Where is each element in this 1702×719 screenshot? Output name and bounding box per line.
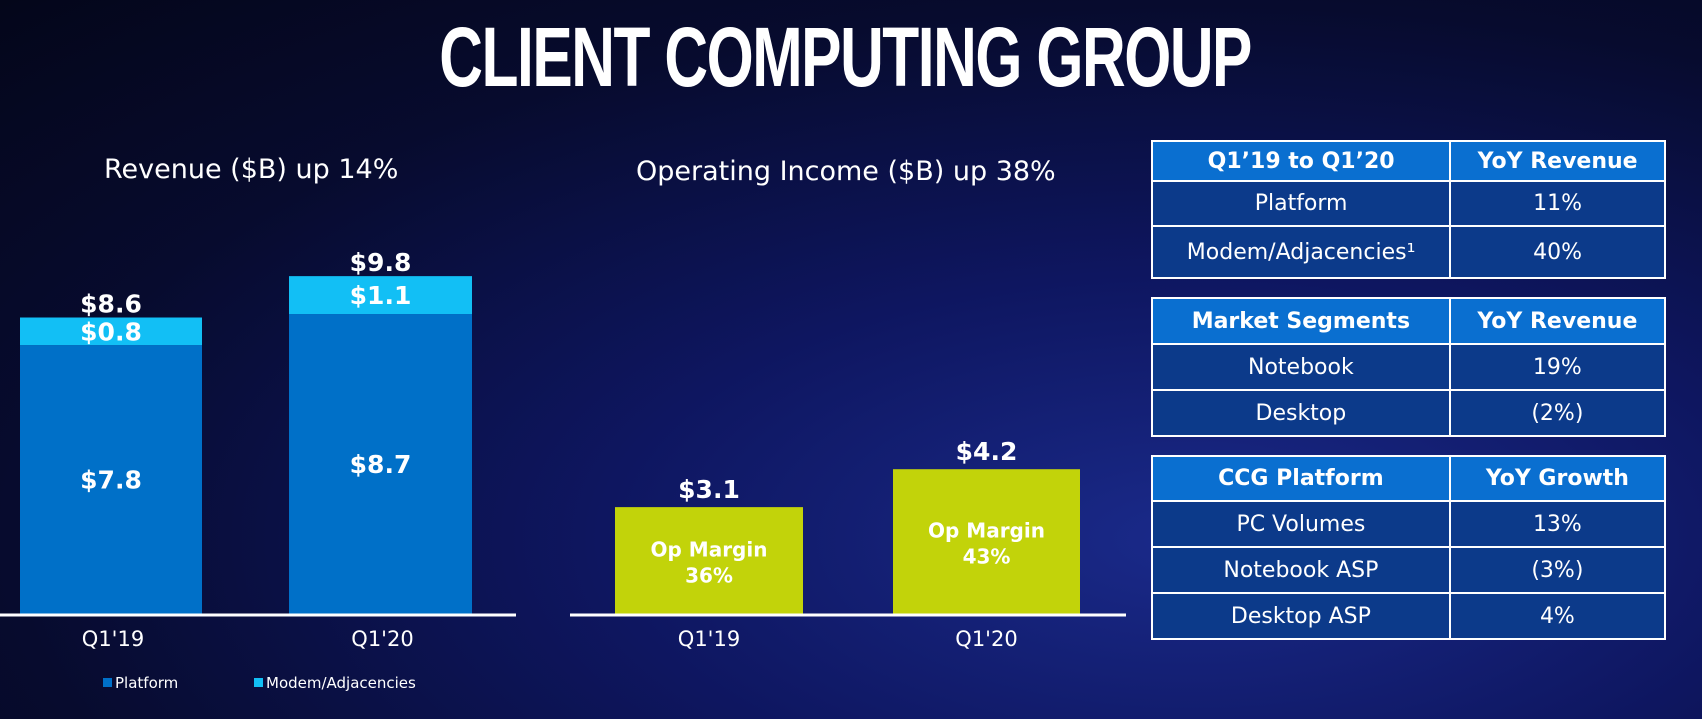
legend-swatch-platform	[103, 678, 112, 687]
revenue-platform-label: $7.8	[80, 466, 142, 495]
table-cell: (3%)	[1448, 546, 1667, 594]
revenue-total-label: $9.8	[350, 248, 412, 277]
op-margin-label: Op Margin	[651, 538, 768, 562]
table-cell: Platform	[1150, 180, 1452, 227]
op-income-value-label: $4.2	[956, 437, 1018, 466]
op-income-x-tick-label: Q1'19	[678, 627, 740, 651]
table-cell: 4%	[1448, 592, 1667, 640]
table-header-cell: YoY Revenue	[1448, 297, 1667, 345]
table-cell: 13%	[1448, 500, 1667, 548]
legend-swatch-modem	[254, 678, 263, 687]
op-margin-value: 43%	[963, 545, 1011, 569]
revenue-bar-platform	[20, 345, 202, 614]
op-margin-label: Op Margin	[928, 519, 1045, 543]
page-title: CLIENT COMPUTING GROUP	[439, 10, 1252, 104]
op-income-bar	[615, 507, 803, 614]
table-cell: 40%	[1449, 225, 1666, 279]
operating-income-chart-title: Operating Income ($B) up 38%	[636, 156, 1056, 187]
table-cell: Notebook ASP	[1151, 546, 1451, 594]
table-header-cell: YoY Growth	[1448, 455, 1667, 502]
revenue-platform-label: $8.7	[350, 450, 412, 479]
legend-label-platform: Platform	[115, 674, 179, 692]
table-cell: PC Volumes	[1151, 500, 1451, 548]
revenue-chart-title: Revenue ($B) up 14%	[104, 154, 399, 185]
yoy-revenue-table: Q1’19 to Q1’20 YoY Revenue Platform 11% …	[1150, 140, 1666, 279]
table-header-cell: Market Segments	[1151, 297, 1451, 345]
revenue-modem-label: $1.1	[350, 281, 412, 310]
op-margin-value: 36%	[685, 564, 733, 588]
revenue-x-tick-label: Q1'20	[351, 627, 413, 651]
legend-label-modem: Modem/Adjacencies	[266, 674, 416, 692]
revenue-bar-modem	[20, 317, 202, 346]
market-segments-table: Market Segments YoY Revenue Notebook 19%…	[1151, 297, 1667, 437]
op-income-value-label: $3.1	[678, 475, 740, 504]
ccg-platform-table: CCG Platform YoY Growth PC Volumes 13% N…	[1151, 455, 1667, 640]
table-cell: Desktop ASP	[1151, 592, 1451, 640]
table-cell: Modem/Adjacencies¹	[1150, 225, 1452, 279]
table-header-cell: YoY Revenue	[1449, 140, 1666, 182]
table-cell: 11%	[1449, 180, 1666, 227]
revenue-x-tick-label: Q1'19	[82, 627, 144, 651]
table-cell: Desktop	[1151, 389, 1451, 437]
table-header-cell: Q1’19 to Q1’20	[1150, 140, 1452, 182]
revenue-total-label: $8.6	[80, 290, 142, 319]
legend-item-platform: Platform	[103, 674, 178, 692]
table-cell: (2%)	[1448, 389, 1667, 437]
revenue-modem-label: $0.8	[80, 317, 142, 346]
op-income-bar	[893, 469, 1080, 614]
revenue-bar-platform	[289, 314, 472, 614]
revenue-bar-modem	[289, 276, 472, 315]
op-income-x-tick-label: Q1'20	[955, 627, 1017, 651]
table-cell: Notebook	[1151, 343, 1451, 391]
table-cell: 19%	[1448, 343, 1667, 391]
table-header-cell: CCG Platform	[1151, 455, 1451, 502]
legend-item-modem: Modem/Adjacencies	[254, 674, 416, 692]
